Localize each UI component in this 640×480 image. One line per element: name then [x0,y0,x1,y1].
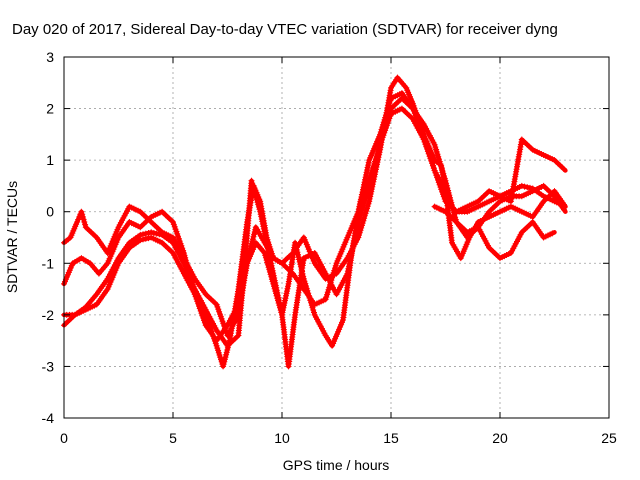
x-axis-label: GPS time / hours [283,457,390,473]
series-trace [61,96,568,369]
y-tick-label: -3 [42,358,55,374]
plot-frame [63,56,610,419]
y-tick-label: -2 [42,307,55,323]
series-markers [431,203,556,262]
y-tick-label: -1 [42,255,55,271]
x-tick-label: 25 [601,430,617,446]
y-tick-label: 2 [46,101,54,117]
y-axis-label: SDTVAR / TECUs [4,181,20,293]
series-4 [61,74,568,339]
series-trace [61,75,568,338]
chart-title: Day 020 of 2017, Sidereal Day-to-day VTE… [12,21,558,38]
x-tick-label: 10 [274,430,290,446]
series-2 [61,95,568,370]
series-markers [61,95,567,370]
data-layer [61,74,568,370]
series-1 [61,90,568,370]
series-trace [61,90,568,369]
y-tick-label: 1 [46,152,54,168]
y-tick-label: -4 [42,410,55,426]
x-tick-label: 20 [492,430,508,446]
tick-layer: 0 5 10 15 20 25 -4 -3 -2 -1 0 1 2 3 [42,49,617,446]
series-3 [61,105,568,349]
series-markers [61,90,567,370]
y-tick-label: 0 [46,204,54,220]
x-tick-label: 5 [169,430,177,446]
x-tick-label: 15 [383,430,399,446]
series-5 [431,203,557,262]
y-tick-label: 3 [46,49,54,65]
x-tick-label: 0 [60,430,68,446]
series-markers [61,74,567,339]
